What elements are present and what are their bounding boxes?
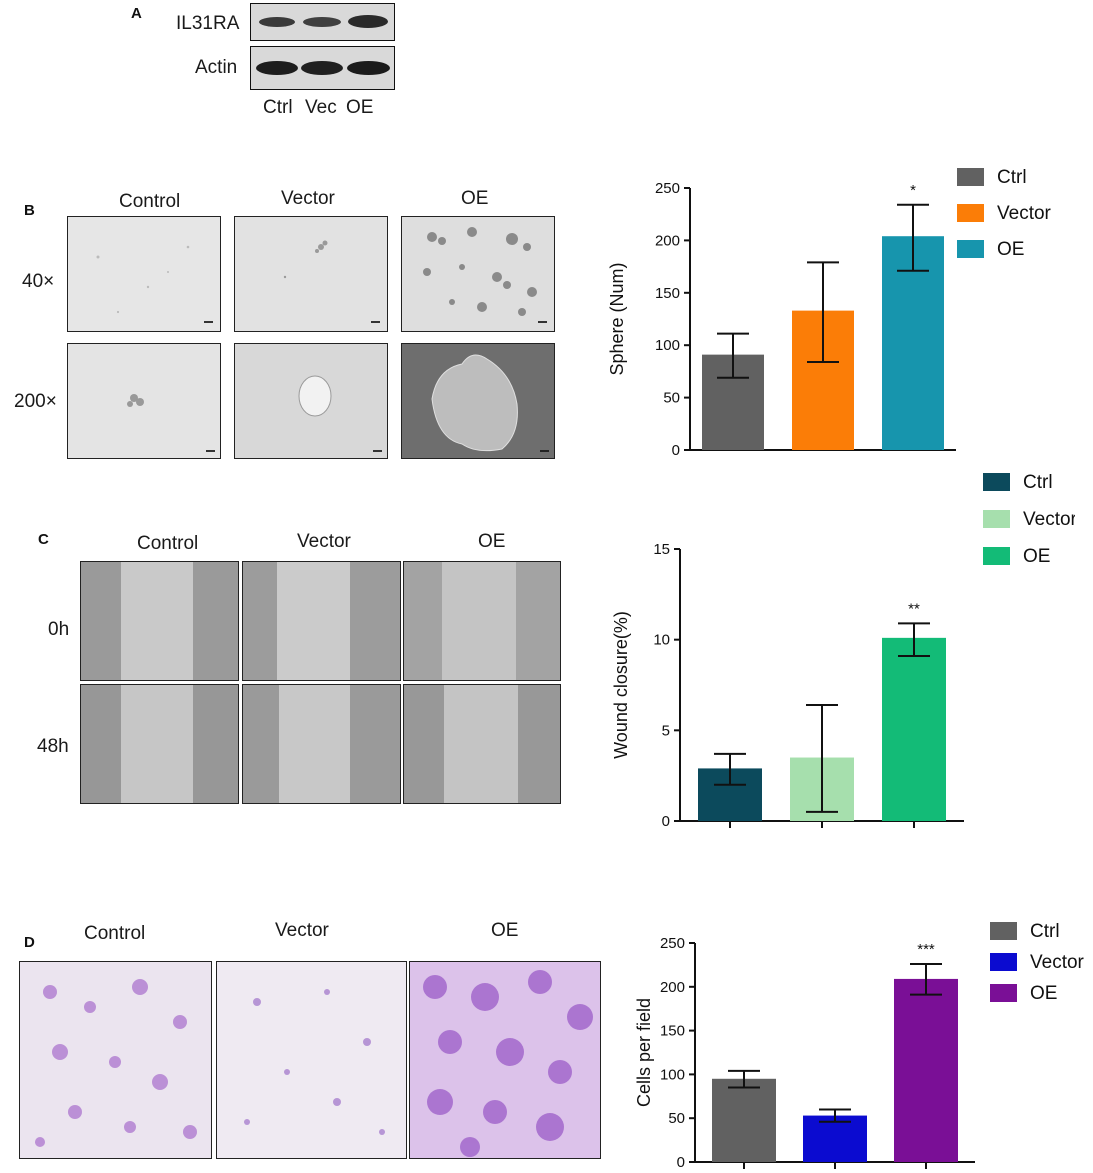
wound-chart: 0 5 10 15 Wound closure(%) ** Ctrl Vector OE — [611, 472, 1075, 830]
sphere-y-tick-label: 50 — [663, 390, 680, 407]
sphere-y-tick-label: 250 — [655, 180, 680, 197]
sphere-image-oe-40x — [401, 216, 555, 332]
panel-b-row-200x: 200× — [14, 391, 57, 412]
wound-legend-label-ctrl: Ctrl — [1023, 472, 1053, 493]
panel-d-col-control: Control — [84, 923, 146, 944]
wound-legend-label-vector: Vector — [1023, 509, 1075, 530]
panel-c-col-oe: OE — [478, 531, 506, 552]
sphere-y-tick-label: 150 — [655, 285, 680, 302]
cells-y-tick-label: 0 — [677, 1154, 685, 1171]
wound-y-tick-label: 15 — [653, 541, 670, 558]
cells-error-bar-vector — [819, 1108, 851, 1123]
cells-legend-label-vector: Vector — [1030, 952, 1085, 973]
sphere-legend-label-oe: OE — [997, 239, 1024, 260]
sphere-image-oe-200x — [401, 343, 555, 459]
cells-error-bar-ctrl — [728, 1069, 760, 1089]
lane-label-ctrl: Ctrl — [263, 97, 293, 118]
wound-image-control-48h — [80, 684, 239, 804]
wound-image-oe-0h — [403, 561, 561, 681]
panel-d-letter: D — [24, 934, 35, 951]
cells-legend-label-ctrl: Ctrl — [1030, 921, 1060, 942]
wound-legend-swatch-ctrl — [983, 473, 1010, 491]
wound-y-tick-label: 0 — [662, 813, 670, 830]
wound-legend-swatch-vector — [983, 510, 1010, 528]
panel-b-letter: B — [24, 202, 35, 219]
sphere-y-tick-label: 0 — [672, 442, 680, 459]
cells-legend-label-oe: OE — [1030, 983, 1057, 1004]
cells-bar-oe — [894, 978, 958, 1162]
wound-image-vector-0h — [242, 561, 401, 681]
transwell-image-control — [19, 961, 212, 1159]
sphere-image-vector-200x — [234, 343, 388, 459]
cells-legend-swatch-vector — [990, 953, 1017, 971]
wound-error-bar-ctrl — [714, 752, 746, 786]
cells-legend-swatch-oe — [990, 984, 1017, 1002]
wound-y-tick-label: 10 — [653, 632, 670, 649]
panel-b-row-40x: 40× — [22, 271, 55, 292]
panel-d-col-vector: Vector — [275, 920, 329, 941]
sphere-y-tick-label: 100 — [655, 337, 680, 354]
transwell-image-oe — [409, 961, 601, 1159]
lane-label-vec: Vec — [305, 97, 337, 118]
sphere-y-tick-label: 200 — [655, 232, 680, 249]
cells-significance-label: *** — [917, 941, 935, 958]
cells-error-bar-oe — [910, 963, 942, 996]
sphere-legend-swatch-vector — [957, 204, 984, 222]
cells-y-tick-label: 100 — [660, 1066, 685, 1083]
panel-c-row-0h: 0h — [48, 619, 70, 640]
panel-c-row-48h: 48h — [37, 736, 69, 757]
cells-bar-vector — [803, 1115, 867, 1162]
wound-image-control-0h — [80, 561, 239, 681]
wound-y-label: Wound closure(%) — [611, 611, 631, 759]
sphere-bar-oe — [882, 236, 944, 450]
transwell-image-vector — [216, 961, 407, 1159]
wound-image-vector-48h — [242, 684, 401, 804]
sphere-legend-swatch-oe — [957, 240, 984, 258]
sphere-error-bar-vector — [807, 261, 839, 363]
cells-y-tick-label: 250 — [660, 935, 685, 952]
sphere-image-control-200x — [67, 343, 221, 459]
cells-y-tick-label: 50 — [668, 1110, 685, 1127]
cells-bar-ctrl — [712, 1078, 776, 1162]
panel-b-col-vector: Vector — [281, 188, 335, 209]
sphere-legend-swatch-ctrl — [957, 168, 984, 186]
cells-legend-swatch-ctrl — [990, 922, 1017, 940]
cells-y-tick-label: 200 — [660, 979, 685, 996]
wound-error-bar-vector — [806, 703, 838, 813]
sphere-legend-label-vector: Vector — [997, 203, 1052, 224]
wound-image-oe-48h — [403, 684, 561, 804]
sphere-image-control-40x — [67, 216, 221, 332]
lane-label-oe: OE — [346, 97, 374, 118]
cells-y-label: Cells per field — [634, 998, 654, 1107]
sphere-legend-label-ctrl: Ctrl — [997, 167, 1027, 188]
il31ra-blot — [250, 3, 395, 41]
sphere-chart: 0 50 100 150 200 250 Sphere (Num) * Ctrl Vector OE — [607, 167, 1052, 459]
panel-d-col-oe: OE — [491, 920, 519, 941]
wound-legend-label-oe: OE — [1023, 546, 1050, 567]
panel-c-col-vector: Vector — [297, 531, 351, 552]
sphere-significance-label: * — [910, 182, 916, 199]
wound-significance-label: ** — [908, 600, 920, 617]
blot-row-label-actin: Actin — [195, 57, 238, 78]
cells-chart: 0 50 100 150 200 250 Cells per field *** Ctrl Vec… — [634, 921, 1085, 1171]
sphere-y-label: Sphere (Num) — [607, 262, 627, 375]
sphere-error-bar-ctrl — [717, 332, 749, 379]
blot-row-label-il31ra: IL31RA — [176, 13, 240, 34]
wound-bar-oe — [882, 637, 946, 821]
panel-a-letter: A — [131, 5, 142, 22]
wound-y-tick-label: 5 — [662, 722, 670, 739]
cells-y-tick-label: 150 — [660, 1023, 685, 1040]
panel-b-col-oe: OE — [461, 188, 489, 209]
actin-blot — [250, 46, 395, 90]
wound-legend-swatch-oe — [983, 547, 1010, 565]
panel-b-col-control: Control — [119, 191, 181, 212]
sphere-image-vector-40x — [234, 216, 388, 332]
panel-c-col-control: Control — [137, 533, 199, 554]
panel-c-letter: C — [38, 531, 49, 548]
sphere-error-bar-oe — [897, 203, 929, 272]
wound-error-bar-oe — [898, 622, 930, 657]
